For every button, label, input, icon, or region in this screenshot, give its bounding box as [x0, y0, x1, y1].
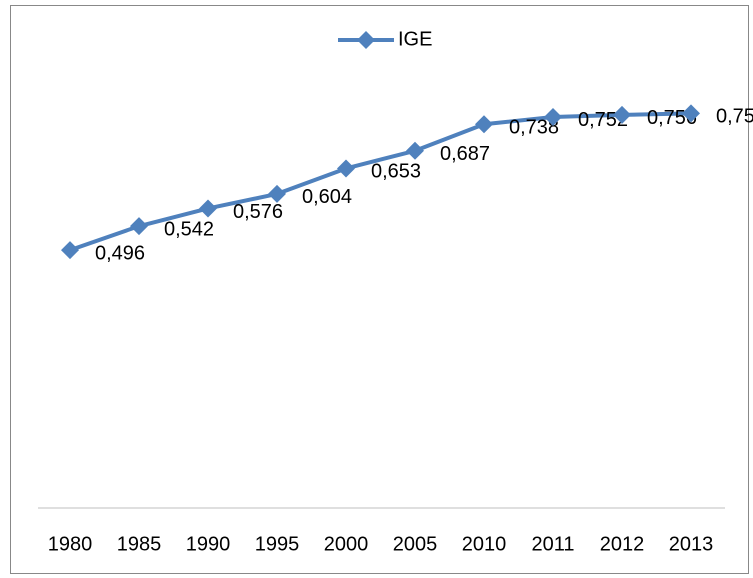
point-marker: [199, 199, 217, 218]
data-label: 0,576: [233, 201, 283, 223]
point-marker: [682, 104, 700, 123]
series-line: [69, 111, 692, 252]
legend-marker: [357, 31, 375, 49]
data-label: 0,496: [95, 242, 145, 264]
x-tick-label: 2010: [462, 533, 507, 555]
point-marker: [337, 159, 355, 178]
data-label: 0,759: [716, 106, 753, 128]
point-marker: [61, 241, 79, 260]
point-marker: [475, 115, 493, 134]
x-tick-label: 1980: [48, 533, 93, 555]
x-tick-label: 2011: [531, 533, 574, 555]
point-marker: [544, 107, 562, 126]
x-tick-label: 2012: [600, 533, 645, 555]
data-label: 0,687: [440, 143, 490, 165]
x-tick-label: 2013: [669, 533, 714, 555]
point-marker: [406, 141, 424, 160]
data-label: 0,738: [509, 117, 559, 139]
data-label: 0,542: [164, 218, 214, 240]
x-tick-label: 2000: [324, 533, 369, 555]
data-label: 0,653: [371, 161, 421, 183]
point-marker: [130, 217, 148, 236]
chart-frame: [10, 5, 749, 574]
x-tick-label: 1990: [186, 533, 231, 555]
point-marker: [268, 184, 286, 203]
x-tick-label: 2005: [393, 533, 438, 555]
data-label: 0,604: [302, 186, 352, 208]
x-tick-label: 1995: [255, 533, 300, 555]
legend-label: IGE: [398, 28, 432, 50]
x-tick-label: 1985: [117, 533, 162, 555]
point-marker: [613, 105, 631, 124]
